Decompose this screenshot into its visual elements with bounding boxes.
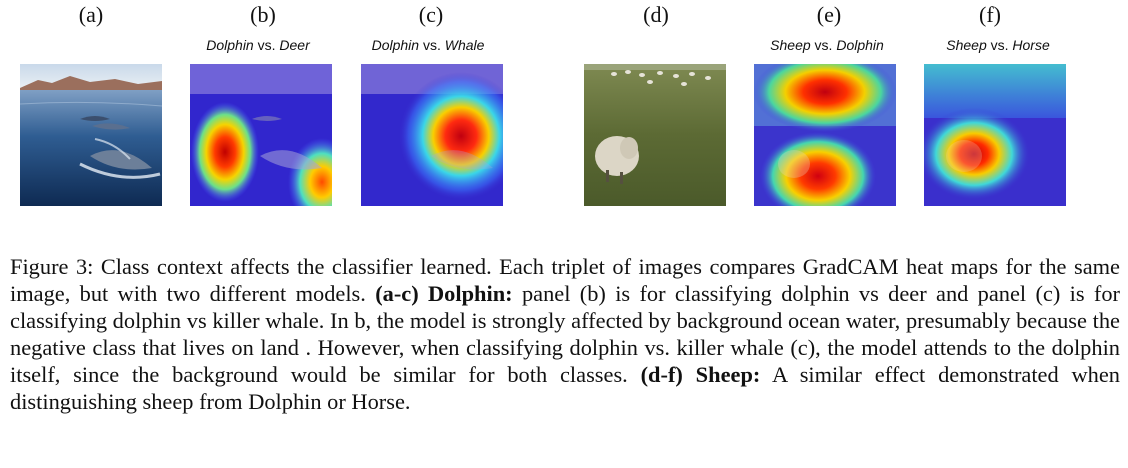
heatmap-e-graphic	[754, 64, 896, 206]
subcaption-c: Dolphin vs. Whale	[372, 37, 485, 53]
subcaption-b-class: Dolphin	[206, 37, 254, 53]
subcaption-e-negative: Dolphin	[836, 37, 884, 53]
image-f-heatmap	[924, 64, 1066, 206]
subcaption-e-class: Sheep	[770, 37, 811, 53]
heatmap-b-graphic	[190, 64, 332, 206]
caption-sheep-text: A similar effect demonstrated when disti…	[10, 362, 1121, 414]
image-e-heatmap	[754, 64, 896, 206]
subcaption-e-vs: vs.	[810, 37, 837, 53]
panel-label-b: (b)	[250, 2, 276, 27]
dolphin-photo-graphic	[20, 64, 162, 206]
subcaption-f: Sheep vs. Horse	[946, 37, 1050, 53]
subcaption-b: Dolphin vs. Deer	[206, 37, 310, 53]
panel-label-c: (c)	[418, 2, 444, 27]
subcaption-e: Sheep vs. Dolphin	[770, 37, 884, 53]
panel-label-e: (e)	[816, 2, 842, 27]
image-d-sheep-photo	[584, 64, 726, 206]
subcaption-f-class: Sheep	[946, 37, 987, 53]
panel-label-a: (a)	[78, 2, 104, 27]
caption-dolphin-text: panel (b) is for classifying dolphin vs …	[10, 281, 1120, 387]
image-a-dolphin-photo	[20, 64, 162, 206]
image-b-heatmap	[190, 64, 332, 206]
panel-label-f: (f)	[979, 2, 1001, 27]
subcaption-f-vs: vs.	[986, 37, 1013, 53]
subcaption-c-vs: vs.	[419, 37, 445, 53]
heatmap-f-graphic	[924, 64, 1066, 206]
sheep-photo-graphic	[584, 64, 726, 206]
subcaption-b-negative: Deer	[279, 37, 310, 53]
subcaption-c-negative: Whale	[444, 37, 485, 53]
figure-caption: Figure 3: Class context affects the clas…	[10, 253, 1120, 415]
subcaption-f-negative: Horse	[1012, 37, 1050, 53]
subcaption-c-class: Dolphin	[371, 37, 420, 53]
caption-bold-dolphin: (a-c) Dolphin:	[375, 281, 513, 306]
panel-label-d: (d)	[643, 2, 669, 27]
subcaption-b-vs: vs.	[253, 37, 280, 53]
caption-bold-sheep: (d-f) Sheep:	[640, 362, 761, 387]
image-c-heatmap	[361, 64, 503, 206]
heatmap-c-graphic	[361, 64, 503, 206]
caption-intro: Figure 3: Class context affects the clas…	[10, 254, 1120, 306]
